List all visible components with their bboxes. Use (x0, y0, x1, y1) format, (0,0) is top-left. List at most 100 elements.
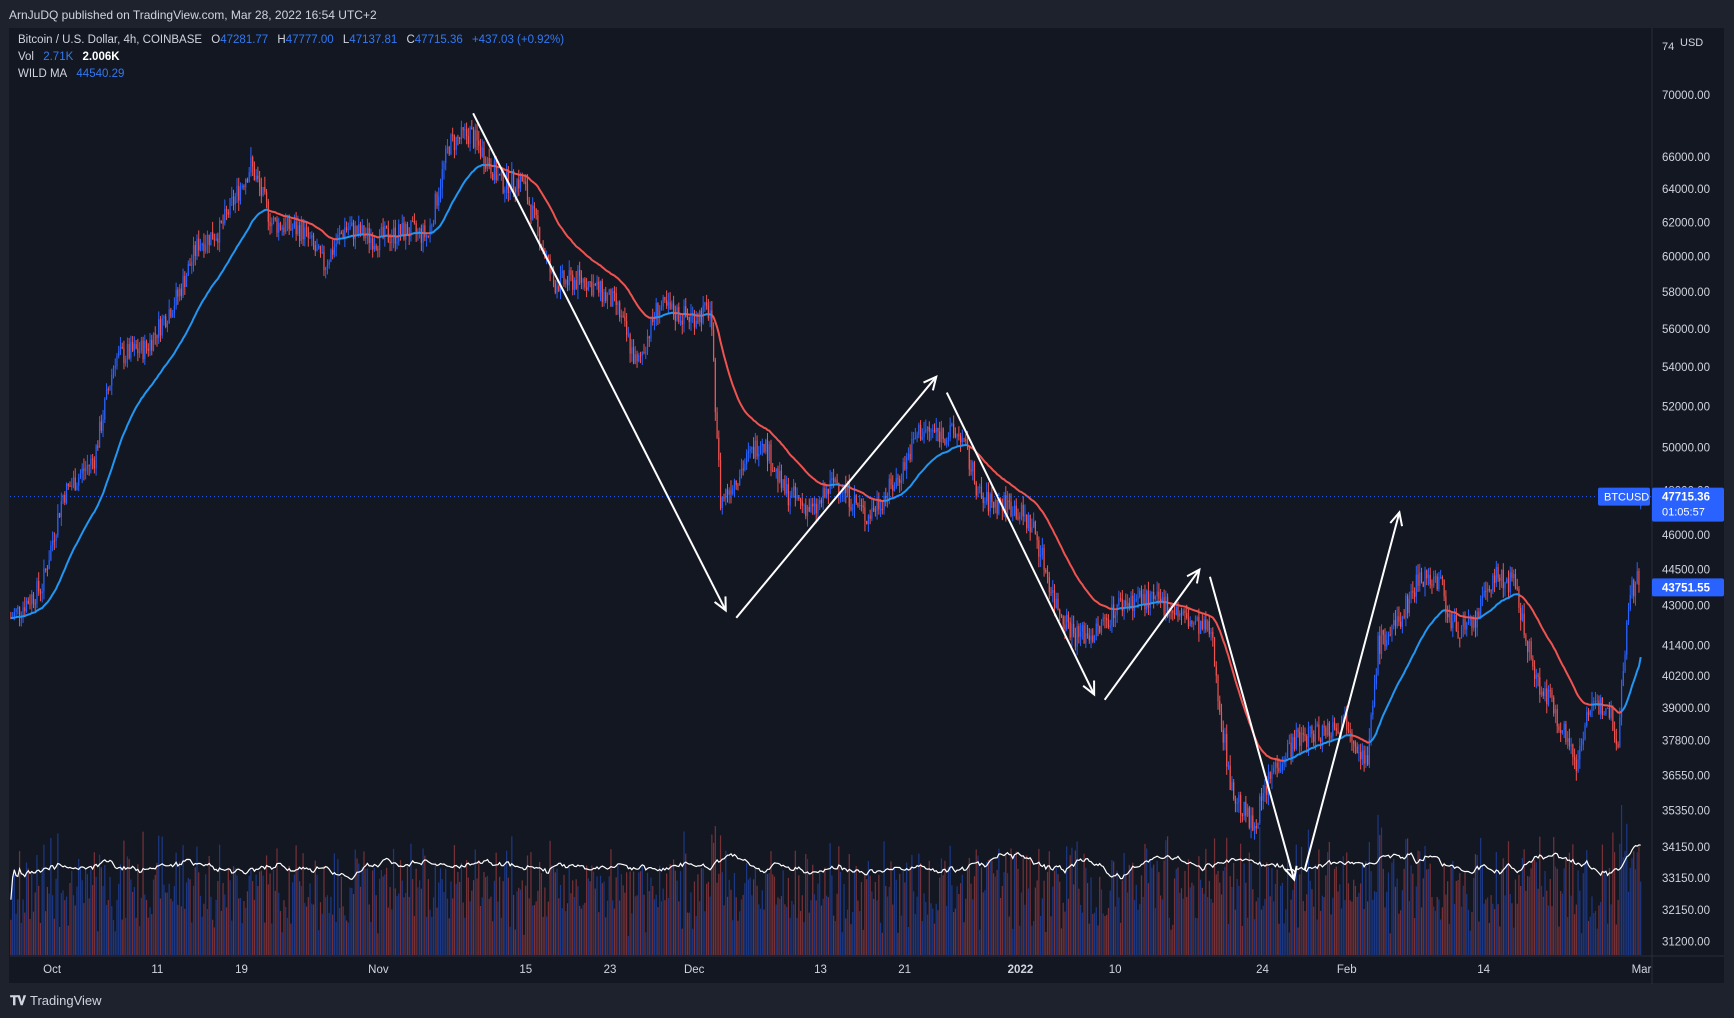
volume-label[interactable]: Vol (18, 51, 34, 63)
currency-label[interactable]: USD (1680, 37, 1703, 49)
trend-arrow[interactable] (1103, 567, 1201, 701)
volume-bar (1438, 899, 1440, 955)
volume-bar (940, 858, 943, 955)
price-axis[interactable]: 74 USD70000.0066000.0064000.0062000.00600… (1598, 28, 1724, 984)
candle (165, 313, 167, 329)
candle (485, 156, 487, 172)
volume-bar (714, 826, 716, 955)
candle-body (866, 520, 868, 525)
candle-body (659, 310, 661, 317)
candle (1097, 616, 1099, 637)
candle-body (398, 224, 400, 242)
volume-bar (1410, 865, 1412, 955)
candle-body (1539, 676, 1541, 695)
candle (302, 218, 304, 246)
candle-body (391, 238, 393, 244)
candle-body (1320, 739, 1322, 742)
candle (1558, 723, 1560, 733)
volume-bar (46, 886, 49, 955)
candle (1447, 605, 1449, 624)
candle-body (318, 245, 320, 249)
candle-body (79, 473, 82, 478)
candle-body (126, 343, 129, 360)
candle (203, 233, 205, 258)
candle (632, 339, 635, 365)
volume-bar (883, 841, 885, 955)
candle-body (1107, 620, 1110, 628)
candle (575, 270, 577, 290)
candle (1483, 582, 1485, 598)
volume-bar (1226, 837, 1228, 955)
volume-bar (264, 922, 266, 955)
volume-bar (699, 901, 701, 955)
candle (1095, 618, 1097, 641)
volume-bar (919, 863, 922, 955)
trend-arrow[interactable] (735, 374, 938, 619)
candle-body (1226, 734, 1228, 767)
time-axis[interactable]: Oct 11 19 Nov 15 23 Dec 13 21 2022 10 24 Feb 14 Mar (10, 955, 1724, 976)
trend-arrow[interactable] (1208, 576, 1298, 882)
candle (716, 407, 718, 440)
volume-bar (662, 888, 664, 955)
candle-body (1250, 815, 1252, 828)
symbol-title[interactable]: Bitcoin / U.S. Dollar, 4h, COINBASE (18, 34, 203, 46)
candle-body (365, 235, 367, 239)
candle-body (643, 352, 645, 354)
trend-arrow[interactable] (472, 112, 727, 613)
volume-bar (822, 898, 824, 955)
volume-bar (335, 921, 337, 955)
candle-body (250, 157, 252, 173)
candle-body (1177, 607, 1179, 617)
candle (939, 421, 941, 448)
candle-body (1567, 738, 1569, 742)
volume-bar (984, 890, 986, 955)
candle (1366, 746, 1369, 766)
volume-bar (1593, 912, 1595, 955)
candle-body (742, 468, 744, 471)
publish-header: ArnJuDQ published on TradingView.com, Ma… (0, 0, 1734, 28)
volume-bar (1389, 933, 1391, 955)
candle-body (299, 225, 301, 241)
candle (683, 299, 685, 333)
candle (104, 397, 106, 424)
candle-body (819, 500, 821, 505)
candle (1514, 568, 1517, 590)
candle-body (686, 316, 689, 318)
volume-bar (885, 886, 887, 955)
price-chart[interactable]: 74 USD70000.0066000.0064000.0062000.00600… (0, 0, 1734, 984)
candle-body (1158, 591, 1160, 599)
candle (177, 287, 179, 305)
volume-bar (1288, 932, 1290, 955)
time-tick-label: 19 (235, 964, 248, 976)
candle-body (782, 479, 784, 489)
trend-arrow[interactable] (1303, 510, 1404, 871)
volume-bar (1492, 903, 1494, 955)
candle-body (963, 438, 965, 440)
candle (1066, 608, 1068, 632)
chart-pane[interactable] (9, 28, 1724, 983)
volume-bar (653, 899, 656, 955)
candle (878, 492, 880, 515)
candle-body (1511, 572, 1513, 578)
volume-bar (452, 898, 454, 955)
trend-arrow[interactable] (945, 392, 1096, 697)
volume-bar (314, 860, 316, 955)
candle-body (947, 437, 950, 440)
candle-body (359, 224, 362, 235)
price-tick-label: 44500.00 (1662, 565, 1710, 577)
volume-bar (1351, 901, 1353, 955)
wild-ma-line (429, 164, 486, 234)
volume-bar (48, 893, 50, 955)
volume-bar (946, 905, 948, 955)
volume-bar (1151, 867, 1153, 955)
wild-ma-label[interactable]: WILD MA (18, 68, 68, 80)
volume-bar (1090, 877, 1092, 955)
candle (1431, 579, 1433, 594)
symbol-badge[interactable]: BTCUSD (1598, 487, 1650, 506)
candle (1126, 594, 1129, 613)
drawn-arrows[interactable] (472, 112, 1404, 882)
tradingview-logo[interactable]: 𝐓𝐕 TradingView (10, 993, 102, 1009)
volume-bar (1476, 855, 1478, 955)
volume-bar (88, 898, 90, 955)
